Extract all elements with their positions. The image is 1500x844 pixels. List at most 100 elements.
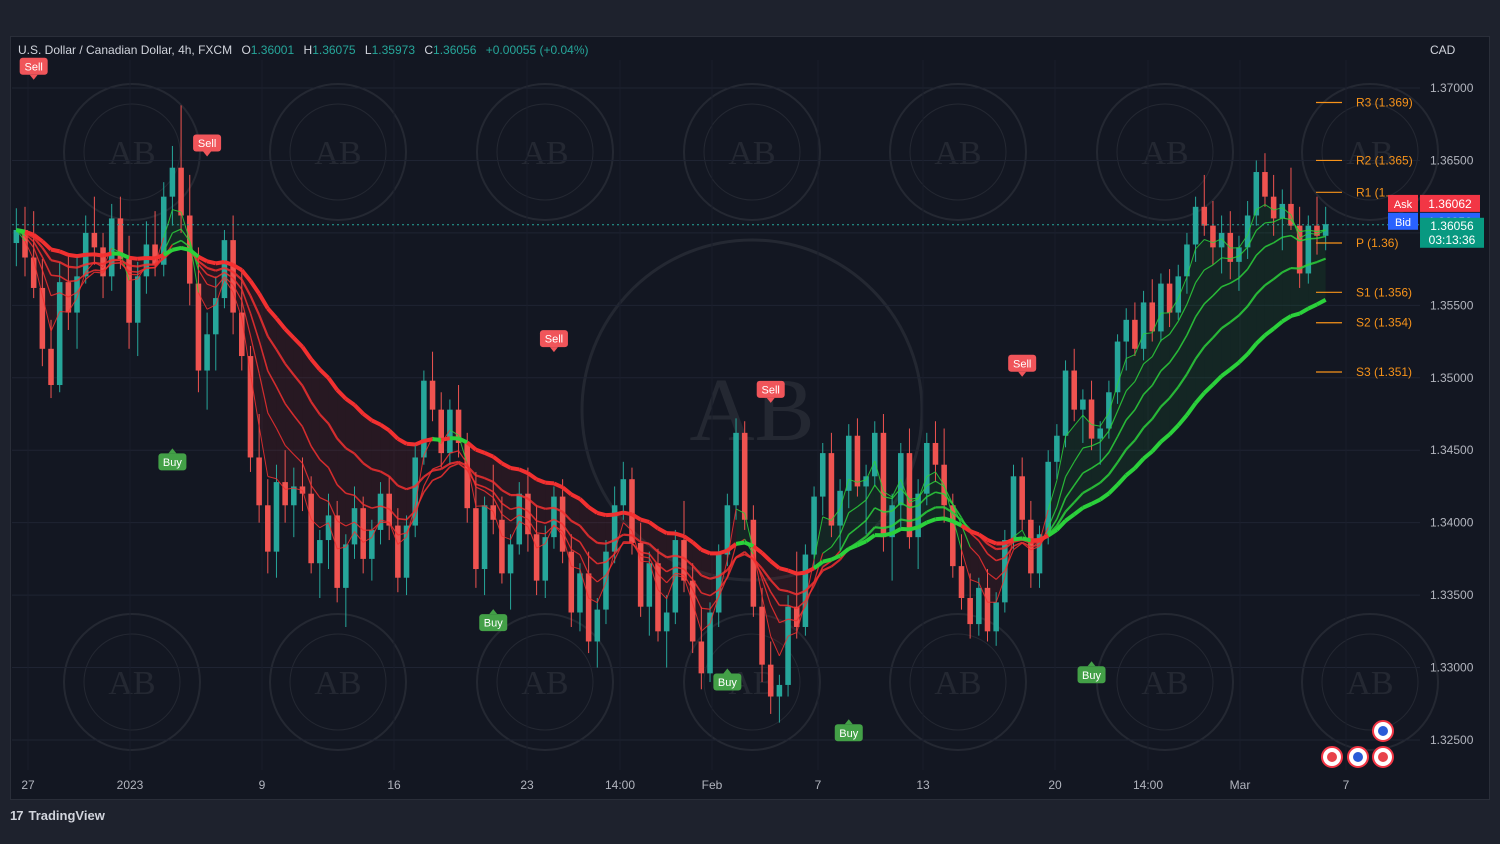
candle[interactable] [91,196,98,265]
candle[interactable] [377,482,384,545]
candle[interactable] [56,261,63,393]
candle[interactable] [1088,380,1095,451]
candle[interactable] [100,232,106,299]
candle[interactable] [74,254,80,349]
candle[interactable] [455,385,462,458]
candle[interactable] [1140,290,1147,361]
candle[interactable] [1166,269,1173,328]
candle[interactable] [811,486,817,570]
candle[interactable] [343,534,349,627]
candle[interactable] [421,370,427,465]
candle[interactable] [1149,279,1156,342]
candle[interactable] [1305,215,1312,284]
symbol-title[interactable]: U.S. Dollar / Canadian Dollar, 4h, FXCM [18,43,233,57]
candle[interactable] [212,276,219,371]
candle[interactable] [429,351,436,422]
candle[interactable] [282,450,288,523]
candle[interactable] [819,442,826,516]
candle[interactable] [594,598,601,668]
candle[interactable] [663,595,670,668]
candle[interactable] [1062,360,1069,448]
candle[interactable] [143,221,150,294]
candle[interactable] [1270,174,1277,236]
candle[interactable] [160,182,167,277]
candle[interactable] [698,606,705,690]
candle[interactable] [13,208,20,267]
candle[interactable] [889,493,895,581]
candle[interactable] [950,493,956,578]
candle[interactable] [1054,424,1060,480]
candle[interactable] [134,261,141,357]
candle[interactable] [273,464,280,578]
candle[interactable] [412,442,418,538]
buy-signal[interactable]: Buy [1077,661,1106,684]
candle[interactable] [152,211,158,277]
candle[interactable] [958,534,965,610]
candle[interactable] [169,145,176,226]
candle[interactable] [759,587,765,683]
sell-signal[interactable]: Sell [193,134,222,157]
sell-signal[interactable]: Sell [756,380,785,403]
candle[interactable] [403,515,410,596]
candle[interactable] [317,529,323,599]
candle[interactable] [117,196,124,270]
candle[interactable] [551,486,557,549]
candle[interactable] [776,674,783,723]
candle[interactable] [672,529,679,625]
candle[interactable] [707,602,713,683]
candle[interactable] [360,496,366,574]
candle[interactable] [715,544,722,627]
candle[interactable] [247,345,254,472]
sell-signal[interactable]: Sell [1008,354,1037,377]
tradingview-logo[interactable]: 17 TradingView [10,808,105,823]
candle[interactable] [126,235,132,349]
candle[interactable] [785,595,791,697]
candle[interactable] [871,421,878,487]
candle[interactable] [1201,174,1208,236]
candle[interactable] [325,493,332,570]
buy-signal[interactable]: Buy [479,609,508,632]
candle[interactable] [793,551,800,639]
sell-signal[interactable]: Sell [539,330,568,353]
candle[interactable] [898,442,904,530]
candle[interactable] [195,247,202,393]
candle[interactable] [108,203,115,291]
candle[interactable] [620,461,627,520]
candle[interactable] [1123,308,1130,371]
candle[interactable] [1296,206,1303,288]
candle[interactable] [1262,153,1268,207]
candle[interactable] [976,577,982,636]
candle[interactable] [915,479,921,570]
buy-signal[interactable]: Buy [713,668,742,691]
candle[interactable] [542,525,549,599]
candle[interactable] [1184,232,1190,294]
candle[interactable] [1132,302,1138,357]
candle[interactable] [1106,380,1112,439]
candle[interactable] [984,569,991,642]
candle[interactable] [525,467,531,552]
candle[interactable] [230,215,236,335]
candle[interactable] [1114,334,1121,404]
candle[interactable] [464,432,471,523]
candle[interactable] [438,392,444,468]
candle[interactable] [741,421,748,530]
candle[interactable] [204,312,210,410]
candle[interactable] [1097,421,1103,465]
candle[interactable] [1158,273,1164,342]
candle[interactable] [1314,196,1320,255]
candle[interactable] [637,522,644,617]
candle[interactable] [507,534,514,610]
candle[interactable] [308,476,314,574]
candle[interactable] [1080,389,1086,443]
candle[interactable] [1019,457,1025,530]
candle[interactable] [1175,264,1182,320]
candle[interactable] [724,493,731,567]
candle[interactable] [265,479,271,574]
candle[interactable] [967,573,973,639]
sell-signal[interactable]: Sell [19,57,48,80]
candle[interactable] [845,424,852,509]
candle[interactable] [880,414,887,552]
candle[interactable] [924,432,930,506]
candle[interactable] [577,563,583,632]
